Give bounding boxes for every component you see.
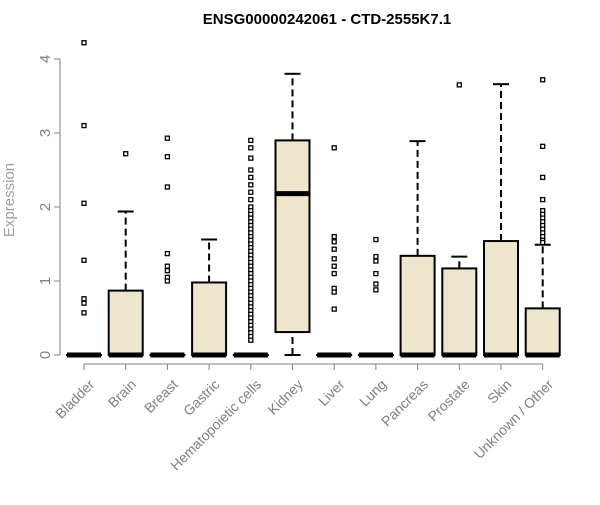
outlier-point (249, 168, 253, 172)
outlier-point (374, 272, 378, 276)
y-axis: 0 1 2 3 4 (37, 55, 60, 359)
box-group (442, 83, 476, 355)
outlier-point (541, 241, 545, 245)
outlier-point (124, 152, 128, 156)
box (109, 291, 143, 355)
outlier-point (332, 146, 336, 150)
outlier-point (332, 235, 336, 239)
box (401, 256, 435, 355)
box (484, 241, 518, 355)
outlier-point (165, 264, 169, 268)
outlier-point (332, 290, 336, 294)
outlier-point (82, 201, 86, 205)
outlier-point (165, 185, 169, 189)
box-group (317, 146, 351, 355)
box-group (192, 240, 226, 355)
y-axis-label: Expression (1, 163, 18, 237)
outlier-point (332, 257, 336, 261)
box-group (109, 152, 143, 355)
outlier-point (165, 155, 169, 159)
outlier-point (249, 183, 253, 187)
plot-area (67, 41, 560, 355)
x-tick-label: Liver (315, 376, 348, 409)
outlier-point (249, 175, 253, 179)
outlier-point (82, 258, 86, 262)
outlier-point (541, 78, 545, 82)
outlier-point (165, 252, 169, 256)
outlier-point (374, 282, 378, 286)
outlier-point (165, 136, 169, 140)
outlier-point (82, 124, 86, 128)
outlier-point (249, 146, 253, 150)
outlier-point (82, 301, 86, 305)
y-tick-label: 2 (37, 203, 54, 211)
outlier-point (374, 259, 378, 263)
outlier-point (249, 156, 253, 160)
outlier-point (457, 83, 461, 87)
chart-title: ENSG00000242061 - CTD-2555K7.1 (203, 11, 451, 28)
y-tick-label: 0 (37, 351, 54, 359)
box-group (526, 78, 560, 355)
x-tick-label: Bladder (52, 376, 98, 422)
outlier-point (332, 240, 336, 244)
x-tick-label: Unknown / Other (471, 376, 557, 462)
outlier-point (332, 307, 336, 311)
outlier-point (249, 338, 253, 342)
x-tick-label: Prostate (425, 376, 473, 424)
outlier-point (541, 198, 545, 202)
box (442, 268, 476, 355)
box-group (150, 136, 184, 355)
outlier-point (374, 288, 378, 292)
x-tick-label: Kidney (264, 376, 306, 418)
box-group (67, 41, 101, 355)
outlier-point (82, 41, 86, 45)
outlier-point (374, 238, 378, 242)
outlier-point (249, 198, 253, 202)
y-tick-label: 3 (37, 129, 54, 137)
outlier-point (165, 279, 169, 283)
x-tick-label: Brain (105, 376, 139, 410)
box-group (276, 74, 310, 355)
box (526, 308, 560, 355)
outlier-point (249, 138, 253, 142)
x-tick-label: Skin (484, 376, 515, 407)
outlier-point (82, 311, 86, 315)
x-tick-label: Breast (141, 376, 181, 416)
outlier-point (165, 269, 169, 273)
outlier-point (82, 297, 86, 301)
y-tick-label: 4 (37, 55, 54, 63)
outlier-point (374, 255, 378, 259)
outlier-point (249, 190, 253, 194)
box (192, 282, 226, 355)
outlier-point (541, 175, 545, 179)
box-group (401, 141, 435, 355)
x-tick-label: Lung (356, 376, 389, 409)
y-tick-label: 1 (37, 277, 54, 285)
box-group (234, 138, 268, 355)
outlier-point (332, 264, 336, 268)
outlier-point (332, 247, 336, 251)
box-group (359, 238, 393, 355)
outlier-point (332, 272, 336, 276)
outlier-point (541, 144, 545, 148)
box-group (484, 84, 518, 355)
box (276, 140, 310, 332)
